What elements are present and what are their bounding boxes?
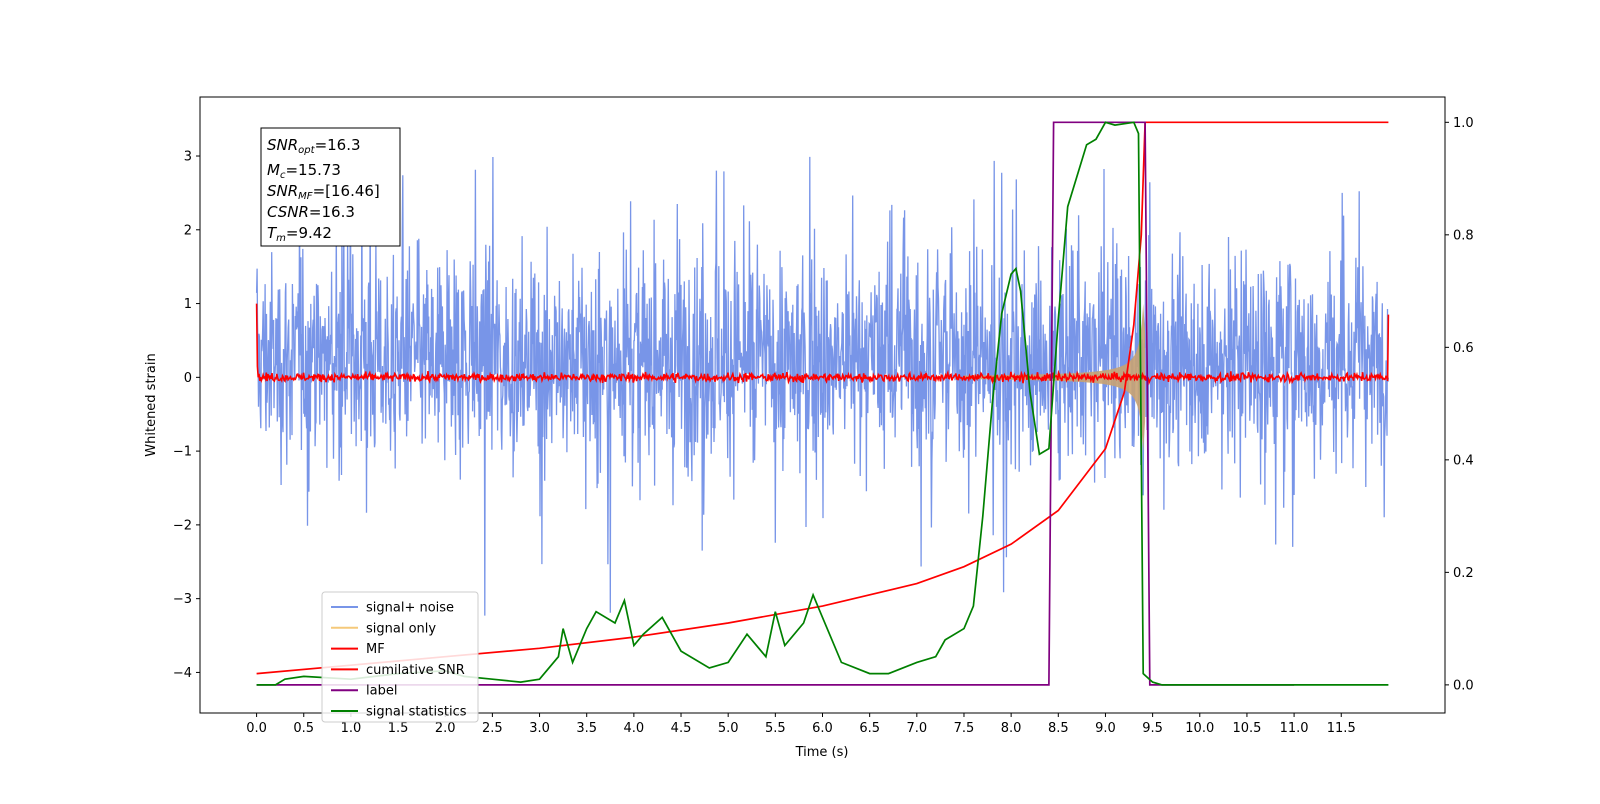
legend: signal+ noise signal only MF cumilative SNR… [321,591,479,723]
y-tick-label: −4 [173,666,192,681]
y2-tick-label: 0.4 [1453,453,1474,468]
x-tick-label: 9.5 [1142,721,1163,736]
x-tick-label: 9.0 [1095,721,1116,736]
x-tick-label: 8.5 [1048,721,1069,736]
y-tick-label: 0 [184,371,192,386]
x-axis-label: Time (s) [795,745,849,760]
legend-label: signal+ noise [366,601,454,616]
x-tick-label: 8.0 [1001,721,1022,736]
legend-label: cumilative SNR [366,663,465,678]
x-tick-label: 7.5 [954,721,975,736]
annotation-csnr: CSNR=16.3 [267,203,355,221]
x-tick-label: 5.0 [718,721,739,736]
x-tick-label: 0.5 [293,721,314,736]
x-tick-label: 3.5 [576,721,597,736]
x-tick-label: 10.5 [1232,721,1261,736]
mf-line [255,303,1390,386]
y-tick-label: −1 [173,445,192,460]
y2-tick-label: 1.0 [1453,116,1474,131]
signal-noise-series [255,156,1390,616]
x-tick-label: 4.0 [624,721,645,736]
y2-tick-label: 0.8 [1453,228,1474,243]
y-tick-label: 1 [184,297,192,312]
x-tick-label: 11.5 [1327,721,1356,736]
annotation-mc: Mc=15.73 [267,161,341,181]
signal-noise-line [255,156,1390,616]
y-tick-label: 3 [184,150,192,165]
legend-label: label [366,684,397,699]
y2-tick-label: 0.2 [1453,566,1474,581]
x-tick-label: 1.0 [341,721,362,736]
legend-label: signal statistics [366,705,467,720]
y-tick-label: −2 [173,518,192,533]
stats-annotation-box: SNRopt=16.3 Mc=15.73 SNRMF=[16.46] CSNR=… [260,127,401,247]
cumilative-snr-line [256,121,1389,675]
x-tick-label: 1.5 [388,721,409,736]
x-tick-label: 0.0 [246,721,267,736]
y2-tick-label: 0.0 [1453,678,1474,693]
y2-tick-label: 0.6 [1453,341,1474,356]
annotation-tm: Tm=9.42 [267,224,332,244]
x-tick-label: 4.5 [671,721,692,736]
annotation-snr-mf: SNRMF=[16.46] [267,182,380,202]
y-tick-label: 2 [184,223,192,238]
legend-label: signal only [366,621,436,636]
y-axis-label: Whitened strain [144,353,159,456]
x-tick-label: 10.0 [1185,721,1214,736]
legend-frame [321,591,479,723]
x-tick-label: 2.5 [482,721,503,736]
line-series-group [255,121,1390,686]
x-tick-label: 2.0 [435,721,456,736]
annotation-snr-opt: SNRopt=16.3 [267,136,361,156]
x-tick-label: 11.0 [1280,721,1309,736]
y-tick-label: −3 [173,592,192,607]
legend-label: MF [366,642,385,657]
axes-group: 0.0 0.5 1.0 1.5 2.0 2.5 3.0 3.5 4.0 4.5 5.0 5.5 6.0 6… [173,116,1474,736]
x-tick-label: 5.5 [765,721,786,736]
x-tick-label: 3.0 [529,721,550,736]
x-tick-label: 6.5 [859,721,880,736]
signal-statistics-line [256,121,1389,686]
x-tick-label: 7.0 [906,721,927,736]
annotation-frame [260,127,401,247]
x-tick-label: 6.0 [812,721,833,736]
